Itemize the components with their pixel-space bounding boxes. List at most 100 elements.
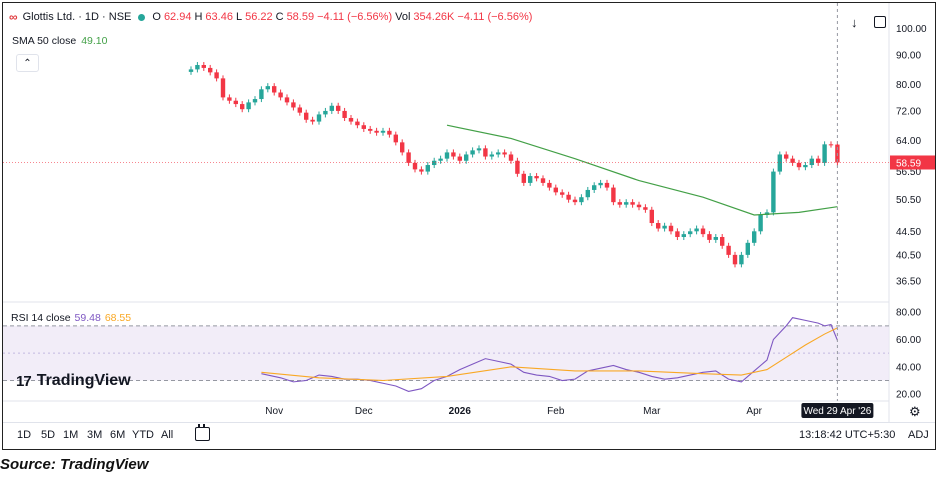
candle[interactable] <box>348 117 354 122</box>
candle[interactable] <box>681 234 686 238</box>
candle[interactable] <box>406 152 411 163</box>
candle[interactable] <box>412 162 418 170</box>
candle[interactable] <box>470 150 475 155</box>
sma-legend[interactable]: SMA 50 close 49.10 <box>12 35 107 47</box>
candle[interactable] <box>208 67 213 73</box>
candle[interactable] <box>476 148 482 151</box>
candle[interactable] <box>809 158 814 166</box>
candle[interactable] <box>329 105 334 111</box>
candle[interactable] <box>720 237 725 246</box>
candle[interactable] <box>624 202 629 205</box>
candle[interactable] <box>604 182 610 188</box>
candle[interactable] <box>771 171 776 213</box>
candle[interactable] <box>617 202 622 205</box>
candle[interactable] <box>784 154 789 159</box>
candle[interactable] <box>745 242 750 255</box>
candle[interactable] <box>528 176 533 183</box>
candle[interactable] <box>272 86 277 93</box>
candle[interactable] <box>713 237 718 240</box>
candle[interactable] <box>368 128 373 131</box>
chart-canvas[interactable]: 36.50 40.50 44.50 50.50 56.50 64.00 72.00 80.00… <box>3 3 936 450</box>
candle[interactable] <box>489 154 494 157</box>
timeframe-5d-button[interactable]: 5D <box>41 429 56 441</box>
candle[interactable] <box>188 69 194 72</box>
candle[interactable] <box>361 125 366 129</box>
candle[interactable] <box>688 231 693 235</box>
candle[interactable] <box>553 187 558 193</box>
candle[interactable] <box>265 86 270 90</box>
candle[interactable] <box>464 154 469 161</box>
candle[interactable] <box>304 112 309 120</box>
candle[interactable] <box>816 158 821 163</box>
candle[interactable] <box>214 72 219 79</box>
candle[interactable] <box>630 202 635 205</box>
market-status-icon[interactable] <box>138 13 146 21</box>
candle[interactable] <box>668 225 674 232</box>
candle[interactable] <box>560 192 565 195</box>
candle[interactable] <box>374 130 379 133</box>
candle[interactable] <box>502 152 507 155</box>
timeframe-1d-button[interactable]: 1D <box>17 429 32 441</box>
candle[interactable] <box>451 152 456 157</box>
candle[interactable] <box>393 134 398 143</box>
candle[interactable] <box>803 165 808 168</box>
candle[interactable] <box>739 254 744 265</box>
candle[interactable] <box>240 104 245 110</box>
candle[interactable] <box>201 65 206 68</box>
rsi-ma-line[interactable] <box>261 327 838 382</box>
candle[interactable] <box>732 254 738 265</box>
candle[interactable] <box>643 207 648 210</box>
candle[interactable] <box>598 182 603 186</box>
candle[interactable] <box>508 154 514 161</box>
candle[interactable] <box>694 228 699 232</box>
timeframe-1m-button[interactable]: 1M <box>63 429 79 441</box>
timeframe-ytd-button[interactable]: YTD <box>132 429 154 441</box>
candle[interactable] <box>310 119 315 122</box>
candle[interactable] <box>227 97 232 101</box>
candle[interactable] <box>297 107 302 113</box>
candle[interactable] <box>726 245 731 255</box>
candle[interactable] <box>355 121 360 126</box>
candle[interactable] <box>252 99 258 103</box>
candle[interactable] <box>438 158 443 161</box>
candle[interactable] <box>656 223 661 229</box>
candle[interactable] <box>425 165 430 172</box>
arrow-down-icon[interactable]: ↓ <box>851 15 858 30</box>
symbol-title[interactable]: Glottis Ltd. · 1D · NSE <box>22 11 132 23</box>
candle[interactable] <box>547 182 552 188</box>
collapse-legend-button[interactable]: ⌃ <box>16 54 39 72</box>
candle[interactable] <box>195 65 200 70</box>
calendar-icon[interactable] <box>195 424 210 441</box>
candle[interactable] <box>419 169 424 172</box>
candle[interactable] <box>483 148 488 157</box>
timeframe-all-button[interactable]: All <box>161 429 174 441</box>
clock-label[interactable]: 13:18:42 UTC+5:30 <box>799 429 896 441</box>
candle[interactable] <box>822 144 827 163</box>
timeframe-6m-button[interactable]: 6M <box>110 429 126 441</box>
timeframe-3m-button[interactable]: 3M <box>87 429 103 441</box>
candle[interactable] <box>636 204 642 208</box>
adj-button[interactable]: ADJ <box>908 429 929 441</box>
candle[interactable] <box>675 231 680 238</box>
candle[interactable] <box>790 158 795 163</box>
candle[interactable] <box>278 92 283 98</box>
candle[interactable] <box>758 214 763 232</box>
candle[interactable] <box>662 225 667 229</box>
candle[interactable] <box>380 130 386 133</box>
candle[interactable] <box>777 154 782 172</box>
candle[interactable] <box>336 105 341 111</box>
candle[interactable] <box>752 231 757 243</box>
candle[interactable] <box>585 189 590 198</box>
candle[interactable] <box>400 142 405 153</box>
candle[interactable] <box>496 152 501 155</box>
candle[interactable] <box>592 185 597 190</box>
candle[interactable] <box>291 102 296 108</box>
candle[interactable] <box>316 114 322 122</box>
candle[interactable] <box>700 228 706 235</box>
candle[interactable] <box>540 178 546 183</box>
candle[interactable] <box>323 110 328 115</box>
candle[interactable] <box>796 162 802 168</box>
tradingview-logo[interactable]: 17 TradingView <box>16 372 131 390</box>
candle[interactable] <box>457 156 462 161</box>
candle[interactable] <box>284 97 290 103</box>
